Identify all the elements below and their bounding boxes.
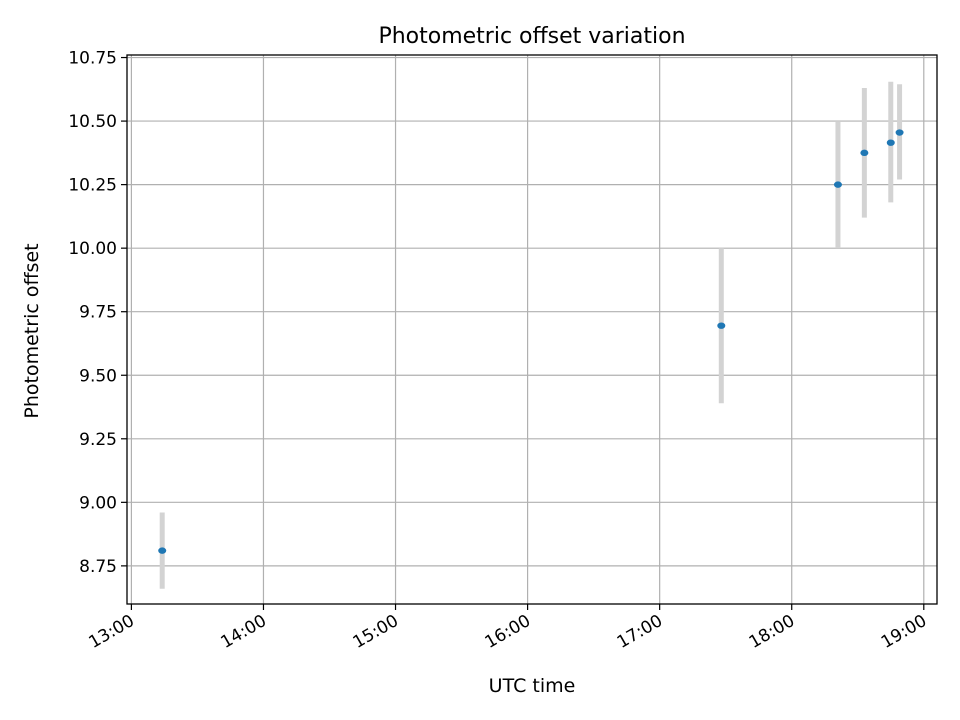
y-tick-label: 9.75 [79,303,117,323]
data-point [860,149,869,157]
chart-title: Photometric offset variation [378,24,685,49]
y-axis-label: Photometric offset [21,243,43,418]
y-tick-label: 10.75 [68,49,117,69]
y-tick-label: 9.25 [79,430,117,450]
data-point [886,139,895,146]
data-points [158,129,904,554]
y-tick-label: 10.25 [68,176,117,196]
y-tick-label: 9.00 [79,493,117,513]
data-point [717,322,726,329]
y-axis-ticks: 8.75 9.00 9.25 9.50 9.75 10.00 10.25 10.50 10.75 [68,49,127,577]
grid [127,55,937,604]
x-axis-label: UTC time [489,675,576,697]
y-tick-label: 8.75 [79,557,117,577]
plot-frame [126,54,938,605]
y-tick-label: 10.00 [68,239,117,259]
data-point [158,547,167,554]
data-point [833,181,842,188]
y-tick-label: 9.50 [79,366,117,386]
y-tick-label: 10.50 [68,112,117,132]
data-point [895,129,904,136]
